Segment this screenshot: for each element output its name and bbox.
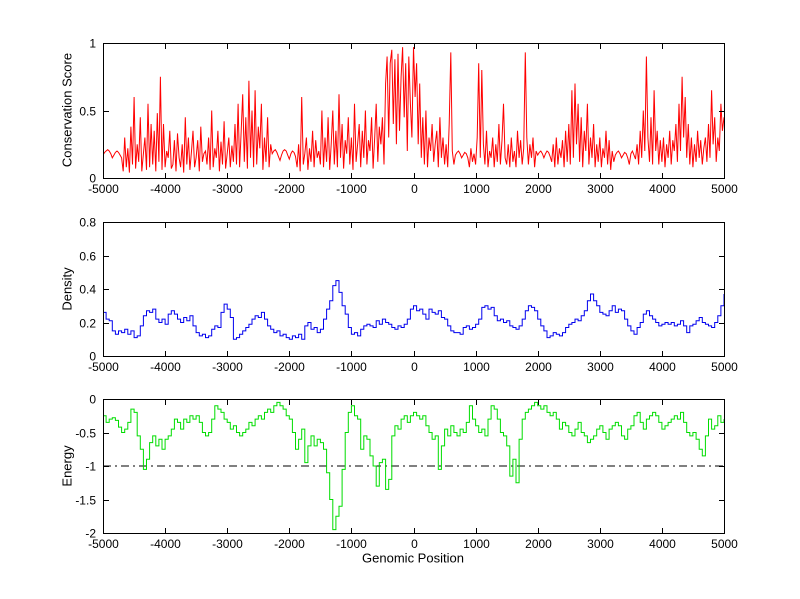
svg-text:3000: 3000: [587, 537, 614, 551]
svg-text:-1000: -1000: [336, 182, 367, 196]
svg-text:0.4: 0.4: [79, 283, 96, 297]
svg-text:0.2: 0.2: [79, 317, 96, 331]
svg-text:-1.5: -1.5: [75, 494, 96, 508]
svg-text:-5000: -5000: [88, 182, 119, 196]
svg-text:3000: 3000: [587, 182, 614, 196]
density-y-axis-label: Density: [59, 267, 75, 311]
svg-text:1000: 1000: [463, 182, 490, 196]
svg-text:-3000: -3000: [212, 360, 243, 374]
svg-text:-2000: -2000: [274, 182, 305, 196]
svg-text:-1000: -1000: [336, 360, 367, 374]
energy-y-axis-label: Energy: [59, 445, 75, 487]
svg-text:2000: 2000: [525, 537, 552, 551]
svg-text:-5000: -5000: [88, 537, 119, 551]
svg-text:-5000: -5000: [88, 360, 119, 374]
svg-text:4000: 4000: [649, 537, 676, 551]
svg-text:5000: 5000: [711, 182, 738, 196]
svg-text:4000: 4000: [649, 182, 676, 196]
svg-text:-2000: -2000: [274, 360, 305, 374]
svg-text:5000: 5000: [711, 360, 738, 374]
svg-text:1000: 1000: [463, 537, 490, 551]
svg-text:-2000: -2000: [274, 537, 305, 551]
svg-text:-1000: -1000: [336, 537, 367, 551]
svg-text:4000: 4000: [649, 360, 676, 374]
svg-text:5000: 5000: [711, 537, 738, 551]
svg-text:0: 0: [411, 360, 418, 374]
svg-text:0: 0: [89, 172, 96, 186]
x-axis-label: Genomic Position: [362, 550, 464, 566]
svg-text:0: 0: [411, 182, 418, 196]
svg-text:0.8: 0.8: [79, 216, 96, 230]
svg-text:2000: 2000: [525, 182, 552, 196]
svg-text:3000: 3000: [587, 360, 614, 374]
svg-text:-4000: -4000: [150, 182, 181, 196]
svg-text:2000: 2000: [525, 360, 552, 374]
svg-text:-0.5: -0.5: [75, 427, 96, 441]
svg-text:-3000: -3000: [212, 537, 243, 551]
svg-text:-2: -2: [85, 527, 96, 541]
svg-text:-3000: -3000: [212, 182, 243, 196]
svg-text:1000: 1000: [463, 360, 490, 374]
svg-text:0: 0: [89, 350, 96, 364]
svg-text:-4000: -4000: [150, 537, 181, 551]
svg-text:1: 1: [89, 37, 96, 51]
svg-text:-1: -1: [85, 460, 96, 474]
svg-text:0.5: 0.5: [79, 105, 96, 119]
svg-text:0: 0: [411, 537, 418, 551]
svg-text:0.6: 0.6: [79, 250, 96, 264]
svg-text:-4000: -4000: [150, 360, 181, 374]
conservation-y-axis-label: Conservation Score: [59, 52, 75, 168]
svg-text:0: 0: [89, 393, 96, 407]
